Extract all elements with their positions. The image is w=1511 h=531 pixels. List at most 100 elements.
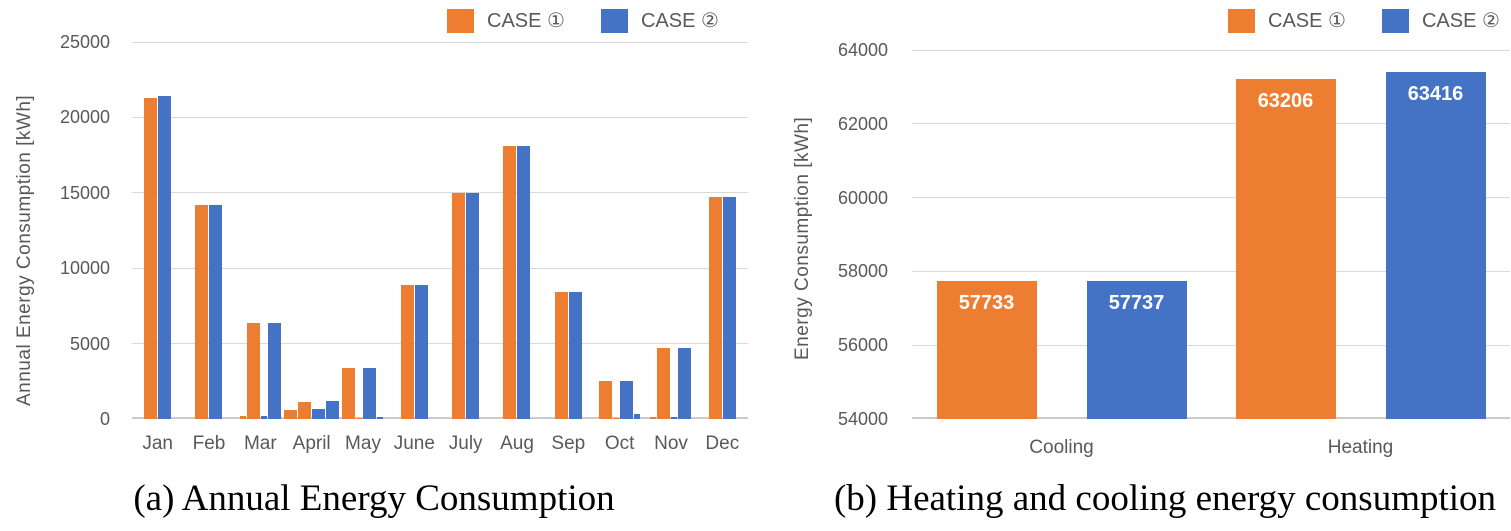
bar-case2-april [326, 400, 340, 419]
bar-case1-july [452, 192, 466, 419]
gridline [912, 270, 1510, 272]
bar-case2-heating: 63416 [1385, 71, 1486, 419]
month-label-feb: Feb [192, 433, 226, 454]
y-tick-label: 62000 [837, 113, 888, 134]
bar-case1-april [284, 409, 298, 419]
bar-case1-nov [650, 416, 657, 419]
month-label-mar: Mar [243, 433, 277, 454]
month-label-oct: Oct [604, 433, 635, 454]
bar-case1-nov [657, 348, 671, 419]
value-label-case2-cooling: 57737 [1108, 292, 1165, 315]
month-group-oct [594, 42, 645, 419]
legend-a: CASE ① CASE ② [447, 8, 719, 33]
bar-case1-mar [246, 322, 260, 419]
month-group-nov [645, 42, 696, 419]
legend-swatch-case1-icon [1228, 8, 1255, 33]
bar-case1-heating: 63206 [1235, 79, 1336, 419]
month-label-april: April [292, 433, 331, 454]
gridline [132, 417, 748, 419]
bar-case1-may [356, 417, 363, 419]
plot-area-a [132, 41, 748, 419]
month-label-nov: Nov [654, 433, 688, 454]
bar-case1-june [400, 284, 414, 419]
bar-case1-feb [195, 204, 209, 419]
month-group-june [389, 42, 440, 419]
category-group-heating: 63206 63416 [1211, 50, 1510, 419]
y-tick-label: 64000 [837, 40, 888, 60]
month-group-may [337, 42, 388, 419]
y-axis-title-b: Energy Consumption [kWh] [792, 116, 813, 360]
gridline [912, 49, 1510, 51]
bar-case1-oct [599, 380, 613, 419]
y-tick-label: 56000 [837, 335, 888, 356]
gridline [132, 41, 748, 43]
gridline [132, 343, 748, 345]
category-group-cooling: 57733 57737 [912, 50, 1211, 419]
bar-case1-sep [554, 292, 568, 419]
month-group-aug [491, 42, 542, 419]
category-label-heating: Heating [1327, 437, 1394, 458]
bar-case2-nov [678, 348, 692, 419]
bar-case2-aug [517, 146, 531, 419]
bar-case2-mar [267, 322, 281, 419]
y-tick-label: 58000 [837, 261, 888, 282]
bar-case2-nov [671, 416, 678, 419]
month-label-sep: Sep [551, 433, 586, 454]
bars-b: 57733 57737 63206 63416 [912, 50, 1510, 419]
y-tick-label: 10000 [59, 258, 110, 279]
category-label-cooling: Cooling [1029, 437, 1094, 458]
bar-case1-april [298, 401, 312, 419]
month-label-jan: Jan [142, 433, 173, 454]
month-label-may: May [345, 433, 381, 454]
bar-case2-dec [722, 197, 736, 419]
gridline [912, 344, 1510, 346]
bar-case2-april [312, 409, 326, 419]
bar-case1-dec [708, 197, 722, 419]
gridline [912, 197, 1510, 199]
bar-case1-jan [144, 97, 158, 419]
month-group-sep [543, 42, 594, 419]
bars-a [132, 42, 748, 419]
bar-case1-mar [239, 415, 246, 419]
legend-swatch-case2-icon [600, 8, 628, 33]
legend-label-case2: CASE ② [1421, 10, 1500, 32]
month-group-feb [183, 42, 234, 419]
bar-case2-may [377, 417, 384, 419]
value-label-case1-heating: 63206 [1257, 90, 1314, 113]
y-tick-label: 60000 [837, 187, 888, 208]
bar-case2-cooling: 57737 [1086, 281, 1187, 419]
legend-swatch-case1-icon [447, 8, 474, 33]
bar-case1-oct [613, 417, 620, 419]
bar-case2-sep [568, 292, 582, 419]
value-label-case2-heating: 63416 [1407, 82, 1464, 105]
gridline [132, 267, 748, 269]
month-label-june: June [393, 433, 435, 454]
month-group-mar [235, 42, 286, 419]
legend-label-case1: CASE ① [1268, 10, 1346, 32]
month-group-jan [132, 42, 183, 419]
month-group-april [284, 42, 340, 419]
bar-case2-oct [634, 414, 641, 419]
value-label-case1-cooling: 57733 [958, 292, 1015, 315]
bar-case2-mar [260, 415, 267, 419]
legend-label-case1: CASE ① [487, 10, 565, 32]
caption-a: (a) Annual Energy Consumption [133, 478, 615, 519]
month-label-aug: Aug [500, 433, 534, 454]
y-tick-label: 20000 [59, 107, 110, 128]
legend-swatch-case2-icon [1381, 8, 1409, 33]
y-tick-label: 5000 [69, 333, 110, 354]
plot-area-b: 57733 57737 63206 63416 [912, 49, 1510, 419]
month-label-july: July [448, 433, 483, 454]
bar-case2-may [363, 367, 377, 419]
y-tick-label: 25000 [59, 32, 110, 52]
month-group-dec [697, 42, 748, 419]
gridline [912, 123, 1510, 125]
y-tick-label: 15000 [59, 182, 110, 203]
gridline [912, 417, 1510, 419]
gridline [132, 116, 748, 118]
bar-case2-july [466, 192, 480, 419]
legend-label-case2: CASE ② [640, 10, 719, 32]
